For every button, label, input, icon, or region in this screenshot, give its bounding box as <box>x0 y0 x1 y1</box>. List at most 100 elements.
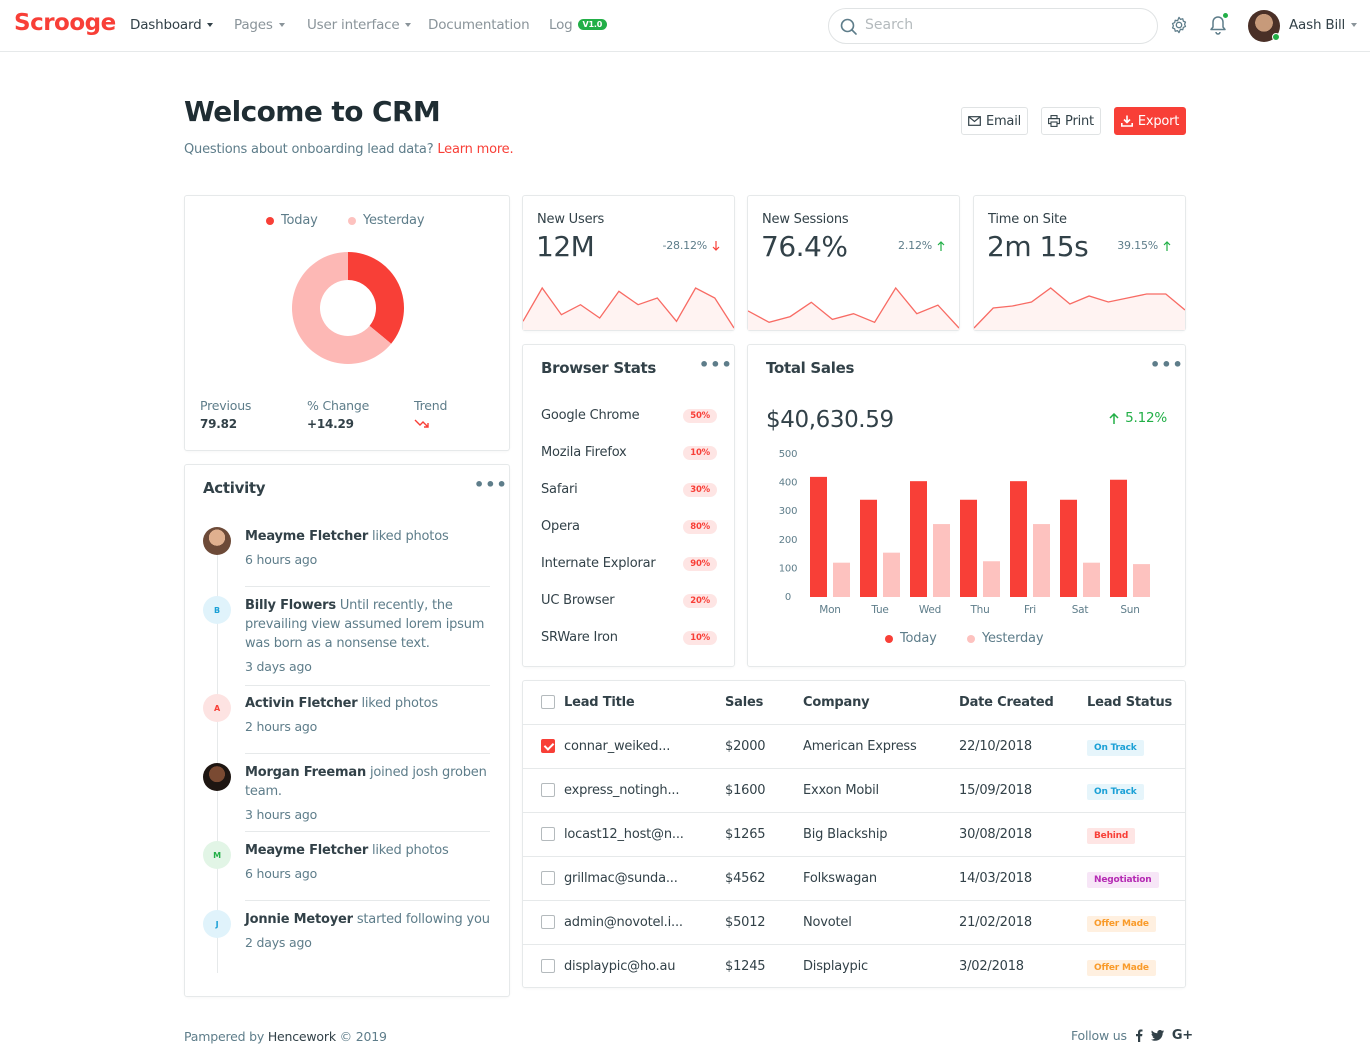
email-button[interactable]: Email <box>961 107 1028 135</box>
row-checkbox[interactable] <box>541 914 555 929</box>
legend-today: Today <box>885 631 937 646</box>
search-box[interactable] <box>828 8 1158 44</box>
nav-documentation-label: Documentation <box>428 17 530 33</box>
browser-row: Internate Explorar 90% <box>541 556 717 571</box>
cell-lead-status: Offer Made <box>1087 900 1185 945</box>
footer-copyright: © 2019 <box>339 1029 387 1044</box>
donut-chart <box>292 252 404 364</box>
footer-company-link[interactable]: Hencework <box>267 1029 336 1044</box>
table-row[interactable]: grillmac@sunda... $4562 Folkswagan 14/03/20… <box>523 856 1185 901</box>
browser-name: UC Browser <box>541 593 615 608</box>
mail-icon <box>968 116 981 126</box>
column-header-lead-status[interactable]: Lead Status <box>1087 681 1185 725</box>
user-menu[interactable]: Aash Bill <box>1289 17 1358 33</box>
avatar: A <box>203 694 231 722</box>
x-tick-label: Mon <box>819 604 841 616</box>
table-row[interactable]: displaypic@ho.au $1245 Displaypic 3/02/2018… <box>523 944 1185 988</box>
bar-yesterday-sat <box>1083 562 1100 597</box>
bar-yesterday-sun <box>1133 564 1150 597</box>
nav-pages[interactable]: Pages <box>234 17 285 33</box>
table-header-row: Lead Title Sales Company Date Created Le… <box>523 681 1185 725</box>
x-tick-label: Sat <box>1072 604 1089 616</box>
column-header-date-created[interactable]: Date Created <box>959 681 1087 725</box>
row-checkbox[interactable] <box>541 738 555 753</box>
lead-title-text[interactable]: connar_weiked... <box>564 738 671 754</box>
nav-log[interactable]: Log V1.0 <box>549 17 608 33</box>
nav-documentation[interactable]: Documentation <box>428 17 530 33</box>
table-row[interactable]: admin@novotel.i... $5012 Novotel 21/02/2018… <box>523 900 1185 945</box>
browser-name: SRWare Iron <box>541 630 618 645</box>
search-input[interactable] <box>865 17 1135 33</box>
google-plus-icon[interactable]: G+ <box>1171 1028 1193 1043</box>
column-header-company[interactable]: Company <box>803 681 959 725</box>
browser-percent-badge: 10% <box>683 630 717 645</box>
lead-title-text[interactable]: displaypic@ho.au <box>564 958 676 974</box>
status-badge: Negotiation <box>1087 871 1159 888</box>
activity-text: Activin Fletcher liked photos 2 hours ago <box>245 694 491 736</box>
sales-bar-chart: 500 400 300 200 100 0 Mon Tue Wed Thu Fri Sat Sun <box>779 449 1150 616</box>
cell-date-created: 30/08/2018 <box>959 812 1087 857</box>
download-icon <box>1120 115 1133 127</box>
activity-user[interactable]: Meayme Fletcher <box>245 529 369 544</box>
table-row[interactable]: locast12_host@n... $1265 Big Blackship 30/0… <box>523 812 1185 857</box>
bar-today-sat <box>1060 499 1077 597</box>
row-checkbox[interactable] <box>541 958 555 973</box>
activity-time: 6 hours ago <box>245 866 318 881</box>
y-tick-label: 100 <box>779 563 798 574</box>
more-options-icon[interactable]: ••• <box>699 355 733 374</box>
column-header-lead-title[interactable]: Lead Title <box>523 681 725 725</box>
table-row[interactable]: express_notingh... $1600 Exxon Mobil 15/09/… <box>523 768 1185 813</box>
more-options-icon[interactable]: ••• <box>1150 355 1184 374</box>
divider <box>245 753 490 754</box>
export-button[interactable]: Export <box>1114 107 1186 135</box>
column-header-sales[interactable]: Sales <box>725 681 803 725</box>
lead-title-text[interactable]: admin@novotel.i... <box>564 914 683 930</box>
sparkline-area <box>523 288 734 330</box>
activity-time: 3 days ago <box>245 659 312 674</box>
cell-lead-status: Offer Made <box>1087 944 1185 988</box>
cell-sales: $4562 <box>725 856 803 901</box>
facebook-icon[interactable] <box>1135 1029 1143 1042</box>
table-row[interactable]: connar_weiked... $2000 American Express 22/… <box>523 724 1185 769</box>
row-checkbox[interactable] <box>541 826 555 841</box>
lead-title-text[interactable]: grillmac@sunda... <box>564 870 678 886</box>
activity-user[interactable]: Morgan Freeman <box>245 765 367 780</box>
kpi-title: New Sessions <box>762 212 849 227</box>
x-tick-label: Wed <box>919 604 941 616</box>
nav-user-interface[interactable]: User interface <box>307 17 412 33</box>
select-all-checkbox[interactable] <box>541 694 555 709</box>
bell-icon[interactable] <box>1209 15 1227 35</box>
activity-user[interactable]: Billy Flowers <box>245 598 336 613</box>
activity-user[interactable]: Meayme Fletcher <box>245 843 369 858</box>
activity-action: liked photos <box>371 843 449 858</box>
cell-lead-title: admin@novotel.i... <box>523 900 725 945</box>
activity-user[interactable]: Activin Fletcher <box>245 696 358 711</box>
row-checkbox[interactable] <box>541 870 555 885</box>
twitter-icon[interactable] <box>1150 1030 1164 1041</box>
learn-more-link[interactable]: Learn more. <box>437 142 514 157</box>
row-checkbox[interactable] <box>541 782 555 797</box>
brand-logo[interactable]: Scrooge <box>14 10 116 36</box>
online-status-dot <box>1272 33 1280 41</box>
legend-yesterday: Yesterday <box>348 213 425 228</box>
cell-company: American Express <box>803 724 959 769</box>
cell-company: Novotel <box>803 900 959 945</box>
kpi-title: New Users <box>537 212 605 227</box>
x-tick-label: Tue <box>870 604 888 616</box>
avatar <box>203 527 231 555</box>
bar-yesterday-fri <box>1033 524 1050 597</box>
lead-title-text[interactable]: express_notingh... <box>564 782 680 798</box>
lead-title-text[interactable]: locast12_host@n... <box>564 826 684 842</box>
cell-company: Displaypic <box>803 958 868 974</box>
bar-today-mon <box>810 476 827 597</box>
print-button[interactable]: Print <box>1041 107 1101 135</box>
cell-lead-title: displaypic@ho.au <box>523 944 725 988</box>
activity-user[interactable]: Jonnie Metoyer <box>245 912 353 927</box>
cell-sales: $5012 <box>725 900 803 945</box>
nav-dashboard[interactable]: Dashboard <box>130 17 214 33</box>
status-badge: On Track <box>1087 739 1144 756</box>
gear-icon[interactable] <box>1170 15 1188 35</box>
card-title: Activity <box>203 479 266 497</box>
more-options-icon[interactable]: ••• <box>474 475 508 494</box>
browser-percent-badge: 10% <box>683 445 717 460</box>
